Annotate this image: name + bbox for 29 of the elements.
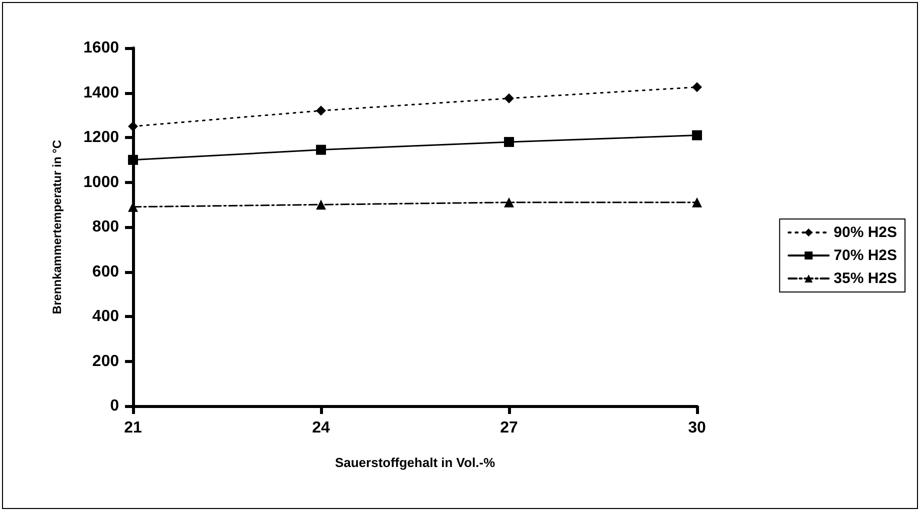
y-tick-label: 1600 (83, 40, 120, 56)
point (128, 154, 138, 165)
x-tick-label: 30 (688, 420, 706, 436)
x-tick-label: 21 (124, 420, 142, 436)
y-tick-label: 800 (92, 218, 120, 236)
y-tick-label: 1400 (83, 84, 120, 102)
y-tick-label: 0 (110, 398, 120, 414)
legend-label: 35% H2S (834, 270, 898, 287)
y-tick-label: 600 (92, 263, 120, 280)
point (504, 136, 514, 147)
x-axis-title: Sauerstoffgehalt in Vol.-% (334, 455, 496, 470)
point (692, 82, 702, 92)
point (128, 121, 138, 132)
y-axis-title: Brennkammertemperatur in °C (50, 140, 64, 314)
x-tick-label: 27 (500, 420, 518, 436)
point (316, 144, 326, 155)
point (316, 200, 326, 210)
legend-label: 70% H2S (834, 247, 898, 264)
point (504, 197, 514, 208)
y-tick-label: 1000 (83, 174, 120, 191)
x-tick-label: 24 (312, 420, 330, 436)
legend-label: 90% H2S (834, 224, 898, 241)
point (316, 106, 326, 116)
y-tick-label: 200 (92, 352, 120, 370)
point (692, 130, 702, 140)
y-tick-label: 400 (92, 308, 120, 325)
point (504, 93, 514, 104)
y-tick-label: 1200 (83, 129, 120, 146)
point (692, 197, 702, 208)
